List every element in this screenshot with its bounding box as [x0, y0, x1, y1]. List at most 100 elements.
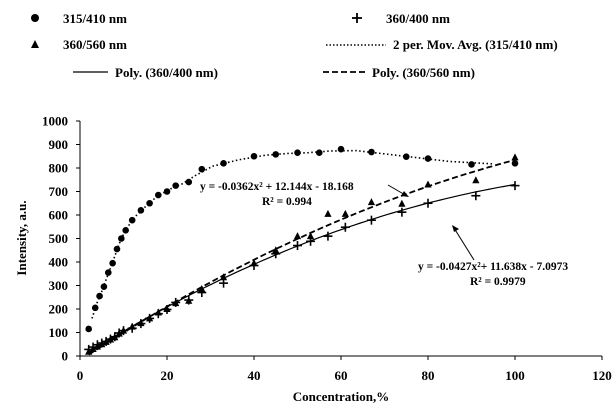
point-360-560 [89, 344, 97, 352]
x-axis-title: Concentration,% [293, 389, 389, 404]
point-360-560 [367, 198, 376, 206]
point-360-400 [471, 191, 481, 201]
point-315-410 [198, 165, 206, 173]
point-315-410 [113, 245, 121, 253]
point-315-410 [172, 182, 179, 189]
y-tick-label: 0 [62, 349, 69, 364]
point-360-560 [163, 305, 171, 312]
x-tick-label: 40 [248, 368, 261, 383]
y-tick-label: 900 [49, 137, 69, 152]
point-360-560 [511, 153, 519, 161]
point-360-560 [424, 180, 432, 188]
point-315-410 [424, 155, 432, 162]
legend-marker-315-410 [31, 14, 39, 22]
y-tick-label: 800 [49, 161, 69, 176]
point-360-560 [119, 326, 128, 334]
point-360-560 [172, 299, 180, 307]
point-360-560 [293, 232, 302, 240]
point-360-560 [341, 209, 349, 217]
point-360-560 [85, 347, 93, 355]
y-tick-label: 100 [49, 325, 69, 340]
point-360-400 [340, 222, 350, 232]
x-tick-label: 60 [335, 368, 348, 383]
x-tick-label: 80 [422, 368, 435, 383]
point-360-560 [198, 285, 206, 293]
y-tick-label: 600 [49, 208, 69, 223]
point-360-560 [98, 340, 106, 348]
legend-marker-360-560 [31, 40, 39, 48]
point-315-410 [337, 145, 345, 153]
point-360-400 [423, 198, 433, 208]
point-360-560 [185, 296, 193, 304]
point-360-400 [323, 231, 333, 241]
point-315-410 [315, 149, 323, 157]
point-360-560 [324, 209, 332, 217]
point-360-560 [102, 337, 110, 345]
annotation-arrowhead-360-560 [401, 191, 409, 197]
point-360-560 [472, 176, 480, 184]
annotations: y = -0.0362x² + 12.144x - 18.168 R² = 0.… [200, 181, 568, 288]
point-360-560 [111, 333, 119, 341]
point-360-560 [272, 246, 280, 254]
point-315-410 [146, 199, 153, 207]
point-315-410 [109, 259, 116, 267]
point-315-410 [85, 325, 92, 333]
point-360-560 [115, 329, 123, 337]
y-tick-label: 300 [49, 278, 69, 293]
annotation-equation-360-560: y = -0.0362x² + 12.144x - 18.168 [200, 181, 354, 193]
point-315-410 [155, 191, 162, 199]
point-315-410 [272, 151, 280, 158]
point-360-560 [146, 314, 154, 322]
point-315-410 [185, 178, 193, 186]
point-360-560 [93, 342, 101, 350]
point-360-400 [510, 181, 520, 191]
legend-label-poly-360-560: Poly. (360/560 nm) [372, 65, 475, 80]
point-315-410 [402, 153, 410, 161]
y-tick-label: 700 [49, 184, 69, 199]
point-360-560 [106, 335, 115, 343]
x-tick-label: 0 [77, 368, 84, 383]
legend-label-360-560: 360/560 nm [63, 37, 127, 52]
point-315-410 [122, 226, 129, 234]
annotation-arrowhead-360-400 [452, 225, 459, 232]
point-360-400 [366, 215, 376, 225]
point-360-560 [306, 232, 315, 240]
point-360-560 [154, 308, 162, 316]
point-315-410 [294, 149, 301, 157]
point-315-410 [468, 161, 475, 168]
point-315-410 [128, 216, 136, 224]
trendline-mov-avg [91, 149, 494, 319]
point-360-560 [398, 199, 406, 207]
point-315-410 [137, 207, 145, 214]
x-ticks: 0 20 40 60 80 100 120 [77, 356, 612, 383]
annotation-equation-360-400: y = -0.0427x²+ 11.638x - 7.0973 [418, 261, 568, 273]
y-tick-label: 500 [49, 231, 69, 246]
y-tick-label: 200 [49, 302, 69, 317]
point-360-560 [250, 259, 258, 267]
point-315-410 [104, 269, 112, 276]
point-315-410 [163, 188, 171, 195]
point-315-410 [100, 283, 108, 290]
legend-marker-360-400 [352, 13, 362, 23]
y-ticks: 0 100 200 300 400 500 600 700 800 900 1000 [42, 114, 80, 364]
x-tick-label: 120 [592, 368, 612, 383]
x-tick-label: 20 [161, 368, 174, 383]
legend-label-poly-360-400: Poly. (360/400 nm) [115, 65, 218, 80]
point-360-400 [397, 207, 407, 217]
series [84, 145, 520, 355]
axes: 0 20 40 60 80 100 120 0 100 200 300 400 500 600 700 80… [14, 114, 612, 405]
point-315-410 [96, 292, 103, 300]
point-360-400 [293, 241, 302, 251]
trendline-poly-360-560 [88, 159, 516, 356]
point-360-560 [137, 319, 145, 327]
point-315-410 [91, 304, 99, 312]
point-360-560 [219, 273, 228, 281]
point-360-560 [128, 322, 136, 330]
point-315-410 [250, 152, 258, 160]
annotation-r2-360-560: R² = 0.994 [262, 196, 312, 208]
point-315-410 [511, 160, 519, 167]
point-315-410 [118, 235, 125, 242]
trendlines [88, 149, 516, 356]
annotation-r2-360-400: R² = 0.9979 [470, 276, 526, 288]
